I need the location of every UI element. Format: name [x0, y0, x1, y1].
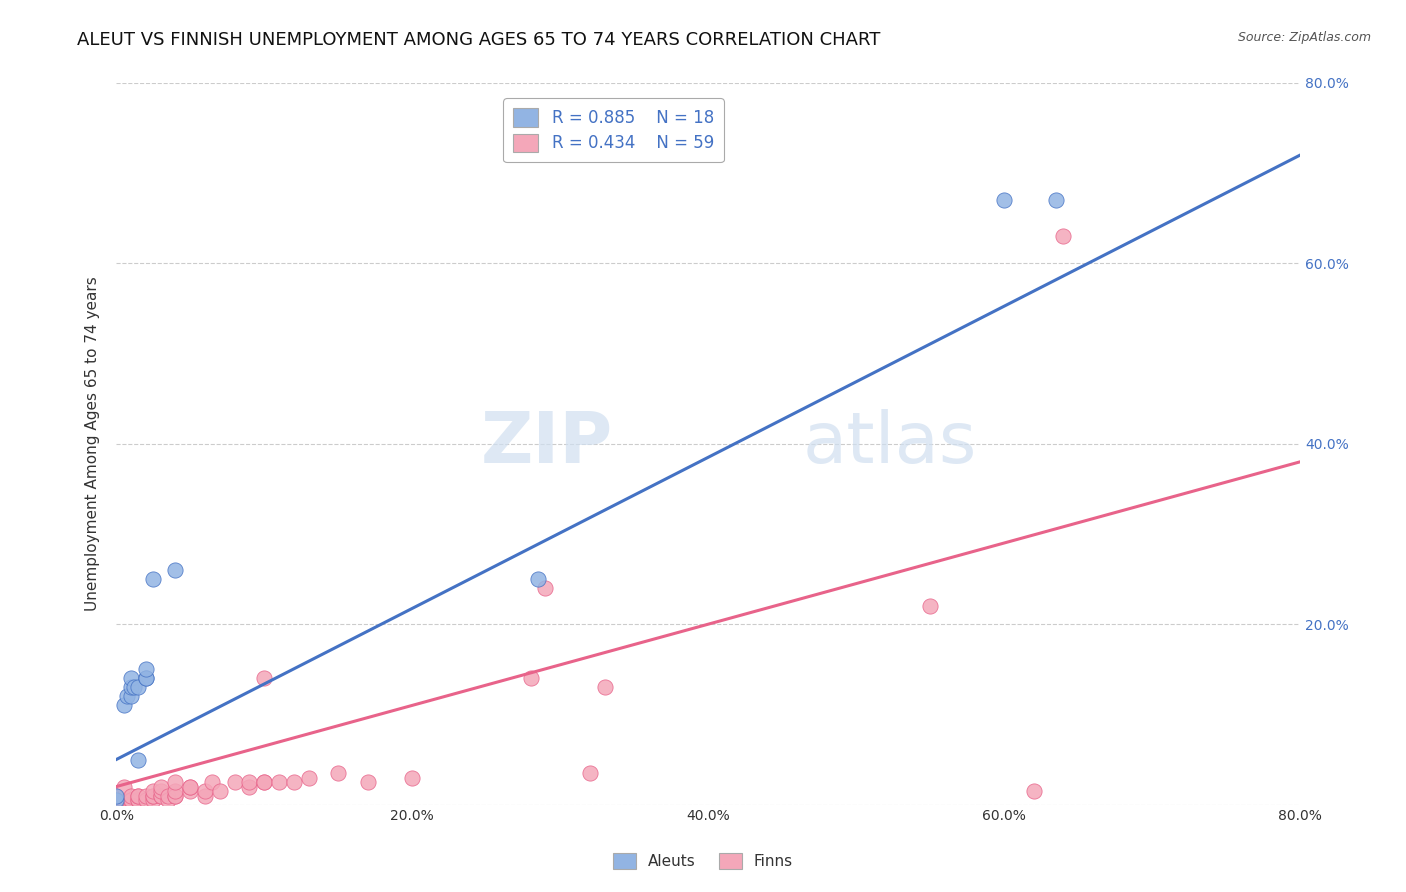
Point: [224, 775, 246, 789]
Point: [194, 789, 217, 803]
Point: [357, 775, 380, 789]
Point: [578, 766, 600, 780]
Point: [115, 797, 138, 812]
Point: [120, 797, 142, 812]
Point: [127, 793, 149, 807]
Point: [165, 784, 187, 798]
Point: [149, 789, 172, 803]
Point: [105, 797, 128, 812]
Text: atlas: atlas: [803, 409, 977, 478]
Legend: Aleuts, Finns: Aleuts, Finns: [607, 847, 799, 875]
Legend: R = 0.885    N = 18, R = 0.434    N = 59: R = 0.885 N = 18, R = 0.434 N = 59: [503, 98, 724, 162]
Point: [105, 797, 128, 812]
Point: [112, 797, 135, 812]
Point: [165, 775, 187, 789]
Point: [127, 793, 149, 807]
Point: [179, 784, 201, 798]
Point: [179, 780, 201, 794]
Point: [142, 793, 165, 807]
Point: [135, 789, 157, 803]
Point: [142, 784, 165, 798]
Point: [142, 572, 165, 586]
Point: [120, 681, 142, 695]
Point: [194, 784, 217, 798]
Point: [157, 793, 180, 807]
Point: [165, 789, 187, 803]
Point: [201, 775, 224, 789]
Point: [267, 775, 290, 789]
Point: [142, 789, 165, 803]
Point: [120, 671, 142, 685]
Point: [298, 771, 321, 785]
Point: [105, 797, 128, 812]
Point: [120, 789, 142, 803]
Point: [527, 572, 550, 586]
Point: [120, 793, 142, 807]
Point: [127, 752, 149, 766]
Point: [519, 671, 541, 685]
Point: [120, 797, 142, 812]
Point: [120, 690, 142, 704]
Point: [1022, 784, 1045, 798]
Point: [135, 662, 157, 676]
Point: [534, 581, 557, 595]
Point: [105, 789, 128, 803]
Point: [127, 789, 149, 803]
Text: ZIP: ZIP: [481, 409, 613, 478]
Point: [920, 599, 942, 614]
Point: [253, 775, 276, 789]
Point: [993, 193, 1015, 207]
Point: [238, 775, 260, 789]
Point: [112, 698, 135, 713]
Point: [1052, 229, 1074, 244]
Point: [135, 671, 157, 685]
Point: [135, 793, 157, 807]
Y-axis label: Unemployment Among Ages 65 to 74 years: Unemployment Among Ages 65 to 74 years: [86, 277, 100, 611]
Point: [112, 780, 135, 794]
Point: [165, 789, 187, 803]
Point: [401, 771, 423, 785]
Text: ALEUT VS FINNISH UNEMPLOYMENT AMONG AGES 65 TO 74 YEARS CORRELATION CHART: ALEUT VS FINNISH UNEMPLOYMENT AMONG AGES…: [77, 31, 880, 49]
Point: [149, 780, 172, 794]
Point: [127, 789, 149, 803]
Point: [253, 671, 276, 685]
Point: [165, 563, 187, 577]
Point: [208, 784, 231, 798]
Point: [328, 766, 350, 780]
Point: [149, 784, 172, 798]
Point: [115, 690, 138, 704]
Point: [105, 793, 128, 807]
Point: [105, 793, 128, 807]
Point: [142, 789, 165, 803]
Text: Source: ZipAtlas.com: Source: ZipAtlas.com: [1237, 31, 1371, 45]
Point: [253, 775, 276, 789]
Point: [105, 789, 128, 803]
Point: [112, 793, 135, 807]
Point: [283, 775, 305, 789]
Point: [238, 780, 260, 794]
Point: [122, 681, 145, 695]
Point: [157, 789, 180, 803]
Point: [127, 681, 149, 695]
Point: [1045, 193, 1067, 207]
Point: [149, 789, 172, 803]
Point: [179, 780, 201, 794]
Point: [120, 793, 142, 807]
Point: [135, 671, 157, 685]
Point: [112, 797, 135, 812]
Point: [105, 797, 128, 812]
Point: [593, 681, 616, 695]
